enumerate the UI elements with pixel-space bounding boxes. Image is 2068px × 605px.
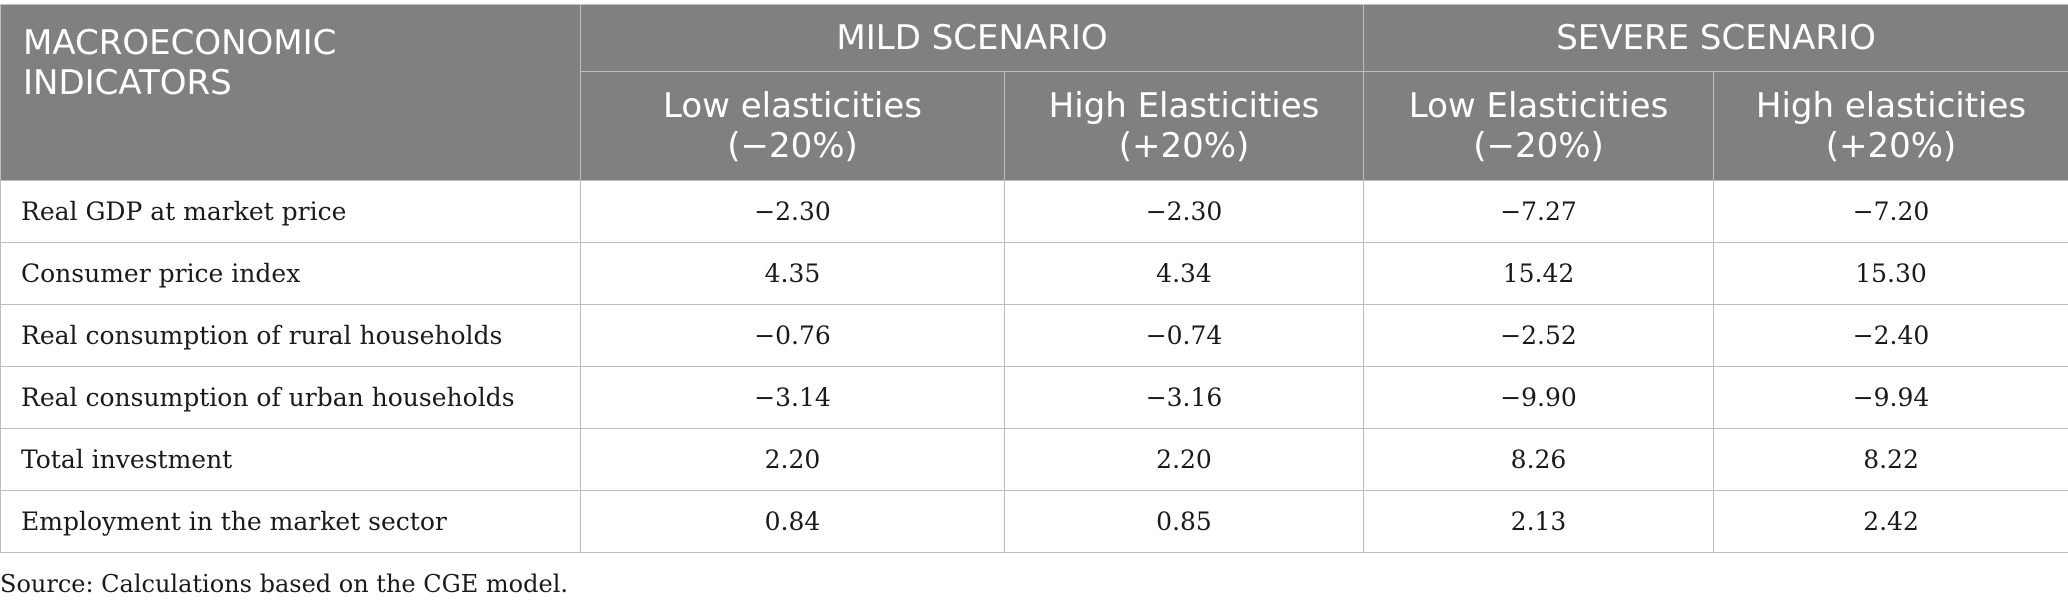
table-row: Real consumption of urban households −3.… [0, 366, 2068, 429]
header-indicators: MACROECONOMIC INDICATORS [0, 4, 581, 181]
row-label: Employment in the market sector [0, 490, 581, 553]
cell-value: 4.35 [580, 242, 1005, 305]
cell-value: −3.16 [1003, 366, 1365, 429]
header-mild-scenario: MILD SCENARIO [579, 4, 1365, 72]
table-row: Real GDP at market price −2.30 −2.30 −7.… [0, 180, 2068, 243]
subheader-severe-low: Low Elasticities (−20%) [1363, 71, 1715, 181]
cell-value: −0.74 [1003, 304, 1365, 367]
header-indicators-line-2: INDICATORS [23, 63, 232, 103]
cell-value: 2.13 [1363, 490, 1715, 553]
cell-value: −2.40 [1713, 304, 2068, 367]
table-row: Total investment 2.20 2.20 8.26 8.22 [0, 428, 2068, 491]
row-label: Real GDP at market price [0, 180, 581, 243]
cell-value: 8.22 [1713, 428, 2068, 491]
cell-value: 4.34 [1003, 242, 1365, 305]
subheader-mild-low: Low elasticities (−20%) [580, 71, 1005, 181]
macroeconomic-indicators-table: MACROECONOMIC INDICATORS MILD SCENARIO S… [0, 4, 2068, 553]
cell-value: −9.94 [1713, 366, 2068, 429]
subheader-label: Low Elasticities [1408, 86, 1669, 126]
cell-value: −0.76 [580, 304, 1005, 367]
subheader-severe-high: High elasticities (+20%) [1713, 71, 2068, 181]
header-indicators-line-1: MACROECONOMIC [23, 23, 337, 63]
table-wrapper: MACROECONOMIC INDICATORS MILD SCENARIO S… [0, 4, 2068, 553]
subheader-pct: (+20%) [1118, 126, 1250, 166]
cell-value: 8.26 [1363, 428, 1715, 491]
cell-value: 0.84 [580, 490, 1005, 553]
header-severe-scenario: SEVERE SCENARIO [1363, 4, 2068, 72]
cell-value: −7.20 [1713, 180, 2068, 243]
row-label: Real consumption of urban households [0, 366, 581, 429]
cell-value: −3.14 [580, 366, 1005, 429]
subheader-label: High elasticities [1755, 86, 2027, 126]
cell-value: −2.30 [580, 180, 1005, 243]
cell-value: 15.42 [1363, 242, 1715, 305]
cell-value: 15.30 [1713, 242, 2068, 305]
cell-value: −2.52 [1363, 304, 1715, 367]
cell-value: −2.30 [1003, 180, 1365, 243]
cell-value: −9.90 [1363, 366, 1715, 429]
cell-value: 2.20 [1003, 428, 1365, 491]
subheader-mild-high: High Elasticities (+20%) [1003, 71, 1365, 181]
subheader-pct: (−20%) [1473, 126, 1604, 166]
cell-value: −7.27 [1363, 180, 1715, 243]
subheader-pct: (−20%) [727, 126, 858, 166]
source-note: Source: Calculations based on the CGE mo… [0, 570, 568, 598]
table-row: Employment in the market sector 0.84 0.8… [0, 490, 2068, 553]
row-label: Consumer price index [0, 242, 581, 305]
row-label: Real consumption of rural households [0, 304, 581, 367]
cell-value: 2.20 [580, 428, 1005, 491]
cell-value: 0.85 [1003, 490, 1365, 553]
subheader-label: Low elasticities [662, 86, 922, 126]
row-label: Total investment [0, 428, 581, 491]
subheader-label: High Elasticities [1048, 86, 1320, 126]
cell-value: 2.42 [1713, 490, 2068, 553]
table-row: Consumer price index 4.35 4.34 15.42 15.… [0, 242, 2068, 305]
subheader-pct: (+20%) [1825, 126, 1957, 166]
table-row: Real consumption of rural households −0.… [0, 304, 2068, 367]
